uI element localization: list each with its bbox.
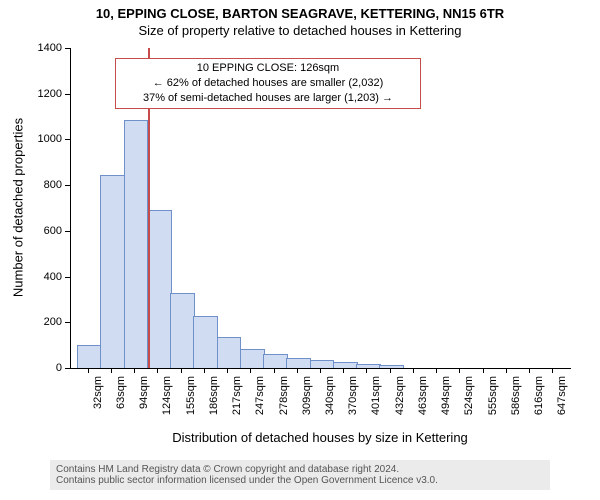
annotation-box: 10 EPPING CLOSE: 126sqm← 62% of detached… — [115, 58, 421, 109]
bar — [147, 210, 172, 368]
x-tick-mark — [459, 368, 460, 373]
bar — [193, 316, 218, 368]
bar — [77, 345, 102, 368]
chart-container: 10, EPPING CLOSE, BARTON SEAGRAVE, KETTE… — [0, 0, 600, 500]
x-tick-mark — [343, 368, 344, 373]
x-tick-label: 555sqm — [487, 376, 499, 426]
y-tick-label: 200 — [22, 316, 62, 328]
x-tick-label: 616sqm — [533, 376, 545, 426]
credits-line: Contains public sector information licen… — [56, 475, 544, 486]
bar — [286, 358, 311, 368]
x-tick-label: 94sqm — [138, 376, 150, 426]
y-tick-label: 400 — [22, 271, 62, 283]
y-tick-mark — [65, 139, 70, 140]
annotation-line: 10 EPPING CLOSE: 126sqm — [118, 61, 418, 76]
x-tick-label: 494sqm — [440, 376, 452, 426]
y-tick-label: 1400 — [22, 42, 62, 54]
annotation-line: 37% of semi-detached houses are larger (… — [118, 91, 418, 106]
x-tick-mark — [390, 368, 391, 373]
x-tick-mark — [111, 368, 112, 373]
y-tick-mark — [65, 185, 70, 186]
x-tick-label: 463sqm — [417, 376, 429, 426]
x-tick-mark — [134, 368, 135, 373]
x-tick-label: 155sqm — [185, 376, 197, 426]
x-tick-label: 217sqm — [231, 376, 243, 426]
x-tick-label: 247sqm — [254, 376, 266, 426]
bar — [100, 175, 125, 368]
x-tick-label: 647sqm — [556, 376, 568, 426]
x-tick-label: 401sqm — [370, 376, 382, 426]
y-tick-label: 0 — [22, 362, 62, 374]
x-tick-mark — [529, 368, 530, 373]
x-tick-mark — [320, 368, 321, 373]
x-tick-mark — [227, 368, 228, 373]
bar — [356, 364, 381, 368]
x-tick-mark — [88, 368, 89, 373]
x-tick-mark — [436, 368, 437, 373]
x-tick-mark — [366, 368, 367, 373]
bar — [263, 354, 288, 368]
x-tick-mark — [297, 368, 298, 373]
y-tick-mark — [65, 231, 70, 232]
bar — [240, 349, 265, 368]
x-tick-mark — [181, 368, 182, 373]
y-tick-mark — [65, 94, 70, 95]
bar — [310, 360, 335, 368]
x-tick-mark — [552, 368, 553, 373]
x-tick-label: 309sqm — [301, 376, 313, 426]
x-tick-label: 524sqm — [463, 376, 475, 426]
y-tick-label: 600 — [22, 225, 62, 237]
credits-box: Contains HM Land Registry data © Crown c… — [50, 460, 550, 490]
x-tick-mark — [274, 368, 275, 373]
x-tick-mark — [157, 368, 158, 373]
x-tick-label: 32sqm — [92, 376, 104, 426]
x-tick-mark — [413, 368, 414, 373]
x-tick-mark — [483, 368, 484, 373]
y-tick-label: 1200 — [22, 88, 62, 100]
y-tick-mark — [65, 368, 70, 369]
y-tick-mark — [65, 277, 70, 278]
y-tick-mark — [65, 322, 70, 323]
x-tick-label: 186sqm — [208, 376, 220, 426]
x-tick-label: 432sqm — [394, 376, 406, 426]
bar — [379, 365, 404, 368]
y-tick-mark — [65, 48, 70, 49]
x-tick-label: 340sqm — [324, 376, 336, 426]
chart-subtitle: Size of property relative to detached ho… — [0, 23, 600, 38]
x-axis-label: Distribution of detached houses by size … — [70, 430, 570, 445]
bar — [124, 120, 149, 368]
x-tick-mark — [506, 368, 507, 373]
bar — [217, 337, 242, 368]
bar — [333, 362, 358, 368]
x-tick-label: 278sqm — [278, 376, 290, 426]
y-tick-label: 800 — [22, 179, 62, 191]
x-tick-label: 63sqm — [115, 376, 127, 426]
x-tick-label: 586sqm — [510, 376, 522, 426]
x-tick-mark — [250, 368, 251, 373]
y-tick-label: 1000 — [22, 133, 62, 145]
annotation-line: ← 62% of detached houses are smaller (2,… — [118, 76, 418, 91]
x-tick-label: 370sqm — [347, 376, 359, 426]
x-tick-mark — [204, 368, 205, 373]
credits-line: Contains HM Land Registry data © Crown c… — [56, 464, 544, 475]
x-tick-label: 124sqm — [161, 376, 173, 426]
chart-title: 10, EPPING CLOSE, BARTON SEAGRAVE, KETTE… — [0, 6, 600, 21]
bar — [170, 293, 195, 368]
